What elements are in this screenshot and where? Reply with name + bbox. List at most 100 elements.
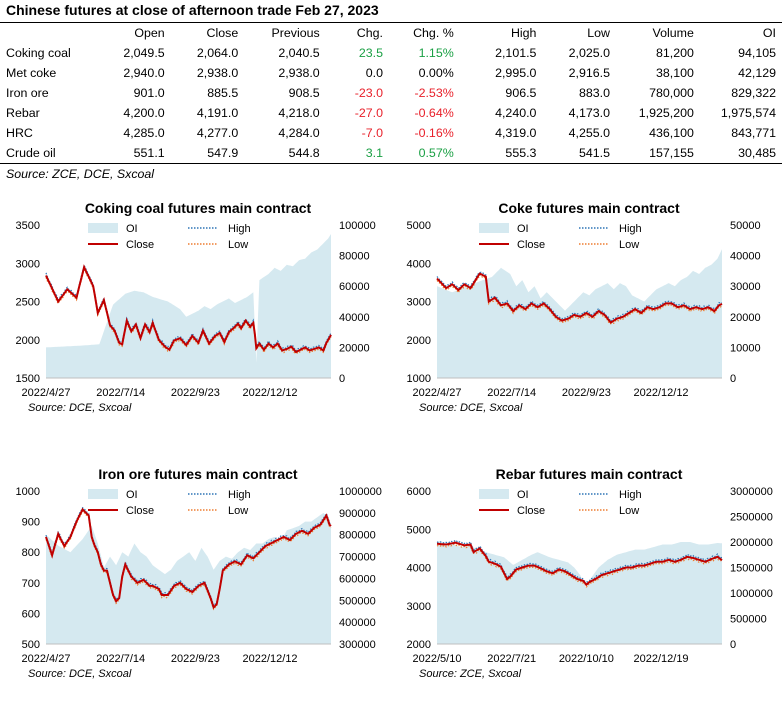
table-cell-high: 2,995.0 — [495, 66, 537, 80]
table-header-cell: Chg. % — [413, 26, 454, 40]
x-tick-label: 2022/10/10 — [559, 653, 614, 665]
x-tick-label: 2022/4/27 — [413, 387, 462, 399]
y-right-tick-label: 600000 — [339, 573, 376, 585]
chart-legend: OI High Close Low — [88, 223, 251, 251]
y-right-tick-label: 300000 — [339, 639, 376, 651]
legend-oi-swatch — [88, 489, 118, 499]
legend-close-label: Close — [517, 505, 545, 517]
y-right-tick-label: 100000 — [339, 220, 376, 232]
rebar-chart: Rebar futures main contract 2000 3000 4000 5… — [391, 459, 782, 720]
table-header-cell: Chg. — [356, 26, 383, 40]
x-tick-label: 2022/4/27 — [22, 653, 71, 665]
table-header-cell: Previous — [271, 26, 320, 40]
legend-low-label: Low — [228, 239, 248, 251]
chart-source: Source: DCE, Sxcoal — [419, 402, 523, 414]
y-right-tick-label: 60000 — [339, 281, 370, 293]
table-cell-high: 555.3 — [459, 143, 543, 164]
close-line — [436, 541, 723, 587]
table-header-cell: Low — [587, 26, 610, 40]
x-tick-label: 2022/9/23 — [171, 387, 220, 399]
y-right-tick-label: 800000 — [339, 530, 376, 542]
table-cell-name: Iron ore — [6, 86, 49, 100]
table-cell-chg-pct: -2.53% — [414, 86, 454, 100]
y-right-tick-label: 40000 — [339, 312, 370, 324]
table-cell-previous: 4,218.0 — [278, 106, 320, 120]
table-cell-previous: 544.8 — [244, 143, 326, 164]
oi-area — [46, 512, 331, 644]
chart-title: Rebar futures main contract — [496, 466, 683, 482]
table-cell-previous: 2,938.0 — [278, 66, 320, 80]
table-cell-open: 2,049.5 — [123, 46, 165, 60]
table-cell-oi: 829,322 — [731, 86, 776, 100]
y-left-tick-label: 6000 — [407, 486, 431, 498]
y-left-tick-label: 2000 — [16, 335, 40, 347]
table-cell-high: 2,101.5 — [495, 46, 537, 60]
y-right-tick-label: 10000 — [730, 342, 761, 354]
legend-high-label: High — [619, 223, 642, 235]
table-row: Crude oil 551.1 547.9 544.8 3.1 0.57% 555.3 541… — [0, 143, 782, 164]
y-left-tick-label: 2000 — [407, 335, 431, 347]
chart-source: Source: DCE, Sxcoal — [28, 668, 132, 680]
table-cell-name: Crude oil — [0, 143, 113, 164]
y-left-tick-label: 3000 — [16, 258, 40, 270]
table-cell-chg: 23.5 — [358, 46, 383, 60]
table-cell-name: Met coke — [6, 66, 57, 80]
chart-svg: Coke futures main contract 1000 2000 3000 40… — [407, 200, 761, 414]
table-cell-close: 547.9 — [170, 143, 245, 164]
table-row: Met coke 2,940.0 2,938.0 2,938.0 0.0 0.00% 2,9… — [0, 63, 782, 83]
chart-title: Iron ore futures main contract — [98, 466, 297, 482]
x-tick-label: 2022/12/12 — [243, 387, 298, 399]
x-tick-label: 2022/12/12 — [634, 387, 689, 399]
table-cell-chg: -23.0 — [354, 86, 383, 100]
table-cell-volume: 81,200 — [655, 46, 694, 60]
y-left-tick-label: 3500 — [16, 220, 40, 232]
table-cell-open: 901.0 — [133, 86, 165, 100]
y-right-tick-label: 1000000 — [730, 588, 773, 600]
legend-oi-swatch — [479, 223, 509, 233]
coke-chart: Coke futures main contract 1000 2000 3000 40… — [391, 193, 782, 454]
futures-table: Open Close Previous Chg. Chg. % High Low Volume… — [0, 23, 782, 164]
table-cell-chg-pct: 1.15% — [418, 46, 454, 60]
y-left-tick-label: 500 — [22, 639, 40, 651]
y-left-tick-label: 4000 — [407, 563, 431, 575]
x-tick-label: 2022/12/12 — [243, 653, 298, 665]
y-right-tick-label: 0 — [730, 639, 736, 651]
low-line — [436, 274, 723, 325]
table-row: Rebar 4,200.0 4,191.0 4,218.0 -27.0 -0.64% 4,2… — [0, 103, 782, 123]
y-right-tick-label: 500000 — [730, 614, 767, 626]
y-left-tick-label: 600 — [22, 608, 40, 620]
x-tick-label: 2022/7/14 — [96, 387, 145, 399]
y-left-tick-label: 3000 — [407, 601, 431, 613]
table-header-cell: Open — [134, 26, 165, 40]
y-left-tick-label: 1500 — [16, 373, 40, 385]
table-cell-open: 4,285.0 — [123, 126, 165, 140]
chart-svg: Rebar futures main contract 2000 3000 4000 5… — [407, 466, 773, 680]
legend-high-label: High — [619, 489, 642, 501]
x-tick-label: 2022/7/14 — [96, 653, 145, 665]
table-cell-open: 551.1 — [112, 143, 171, 164]
table-cell-chg-pct: 0.57% — [388, 143, 460, 164]
x-tick-label: 2022/12/19 — [634, 653, 689, 665]
legend-low-label: Low — [228, 505, 248, 517]
y-left-tick-label: 2500 — [16, 297, 40, 309]
table-cell-open: 2,940.0 — [123, 66, 165, 80]
legend-oi-swatch — [88, 223, 118, 233]
table-row: Coking coal 2,049.5 2,064.0 2,040.5 23.5 1.15… — [0, 43, 782, 63]
chart-legend: OI High Close Low — [479, 223, 642, 251]
x-tick-label: 2022/9/23 — [562, 387, 611, 399]
table-cell-low: 541.5 — [542, 143, 616, 164]
chart-legend: OI High Close Low — [88, 489, 251, 517]
close-line — [45, 507, 332, 610]
chart-svg: Iron ore futures main contract 500 600 700 8… — [16, 466, 382, 680]
table-cell-oi: 843,771 — [731, 126, 776, 140]
y-left-tick-label: 5000 — [407, 524, 431, 536]
table-cell-chg-pct: 0.00% — [418, 66, 454, 80]
y-right-tick-label: 40000 — [730, 251, 761, 263]
table-cell-chg: -27.0 — [354, 106, 383, 120]
y-right-tick-label: 1500000 — [730, 563, 773, 575]
title-rule — [0, 22, 782, 23]
table-cell-low: 4,255.0 — [568, 126, 610, 140]
table-cell-close: 885.5 — [207, 86, 239, 100]
table-cell-name: Rebar — [6, 106, 40, 120]
legend-high-label: High — [228, 489, 251, 501]
